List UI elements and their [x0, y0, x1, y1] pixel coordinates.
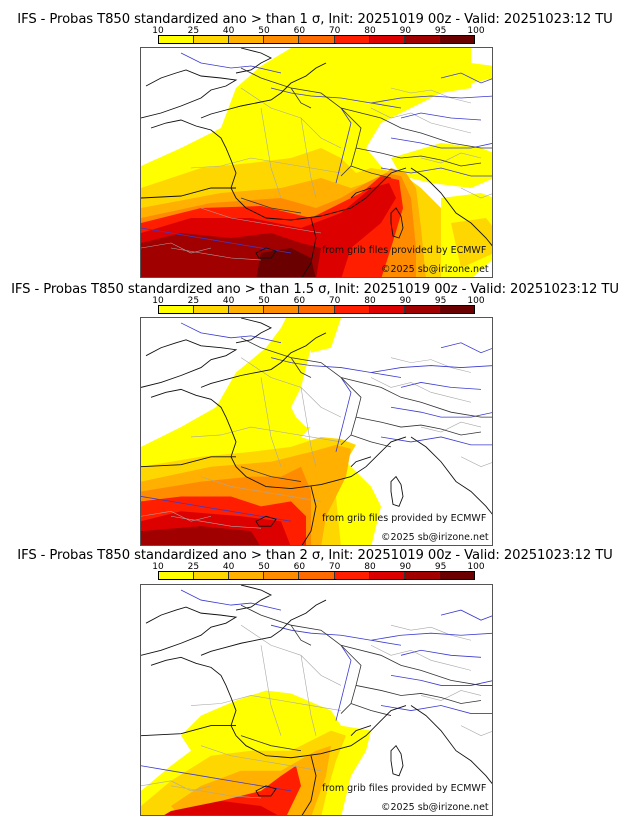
credit-source: from grib files provided by ECMWF	[322, 513, 487, 524]
colorbar-swatch	[159, 306, 195, 313]
colorbar	[158, 571, 475, 580]
colorbar-swatch	[194, 306, 230, 313]
colorbar-swatch	[404, 572, 440, 579]
colorbar-tick-label: 95	[434, 26, 447, 36]
coastline	[141, 585, 492, 815]
colorbar	[158, 305, 475, 314]
colorbar-tick-label: 70	[328, 296, 341, 306]
admin-boundaries	[141, 87, 492, 261]
probability-map	[140, 317, 493, 546]
colorbar-tick-label: 80	[364, 296, 376, 306]
colorbar-tick-label: 25	[187, 26, 200, 36]
map-canvas	[141, 318, 492, 545]
colorbar-swatch	[404, 36, 440, 43]
colorbar-swatch	[159, 36, 195, 43]
colorbar-swatch	[334, 306, 370, 313]
credit-source: from grib files provided by ECMWF	[322, 783, 487, 794]
panel-1sigma: IFS - Probas T850 standardized ano > tha…	[0, 0, 630, 280]
colorbar-tick-label: 100	[467, 26, 485, 36]
colorbar-swatch	[264, 36, 300, 43]
colorbar-tick-label: 50	[258, 562, 270, 572]
colorbar-swatch	[229, 306, 265, 313]
admin-boundaries	[141, 624, 492, 799]
colorbar-tick-label: 40	[222, 26, 235, 36]
probability-area	[451, 218, 492, 268]
credit-copyright: ©2025 sb@irizone.net	[381, 264, 489, 275]
colorbar-swatch	[439, 36, 474, 43]
colorbar-swatch	[369, 306, 405, 313]
colorbar-tick-label: 60	[293, 562, 306, 572]
colorbar-swatch	[194, 36, 230, 43]
colorbar-swatch	[229, 572, 265, 579]
colorbar-swatch	[264, 572, 300, 579]
colorbar-tick-label: 90	[399, 562, 412, 572]
admin-boundaries	[141, 357, 492, 529]
colorbar-tick-labels: 10 25 40 50 60 70 80 90 95 100	[152, 562, 484, 573]
probability-area	[164, 800, 278, 815]
map-canvas	[141, 48, 492, 277]
panel-1-5sigma: IFS - Probas T850 standardized ano > tha…	[0, 280, 630, 547]
probability-area	[306, 318, 341, 353]
probability-area	[141, 526, 260, 545]
colorbar-tick-labels: 10 25 40 50 60 70 80 90 95 100	[152, 26, 484, 37]
panel-2sigma: IFS - Probas T850 standardized ano > tha…	[0, 547, 630, 828]
colorbar-swatch	[404, 306, 440, 313]
colorbar-tick-label: 100	[467, 296, 485, 306]
colorbar-tick-labels: 10 25 40 50 60 70 80 90 95 100	[152, 296, 484, 307]
colorbar-tick-label: 90	[399, 26, 412, 36]
colorbar-tick-label: 10	[152, 26, 164, 36]
country-borders	[240, 337, 492, 482]
colorbar-swatch	[369, 36, 405, 43]
colorbar-tick-label: 40	[222, 562, 235, 572]
colorbar-tick-label: 60	[293, 26, 306, 36]
panel-title: IFS - Probas T850 standardized ano > tha…	[17, 548, 613, 563]
probability-map	[140, 47, 493, 278]
map-canvas	[141, 585, 492, 815]
colorbar-swatch	[299, 36, 335, 43]
colorbar-swatch	[369, 572, 405, 579]
colorbar-swatch	[194, 572, 230, 579]
coastline	[141, 318, 492, 545]
colorbar-tick-label: 60	[293, 296, 306, 306]
colorbar-tick-label: 80	[364, 562, 376, 572]
panel-title: IFS - Probas T850 standardized ano > tha…	[17, 12, 613, 27]
credit-copyright: ©2025 sb@irizone.net	[381, 802, 489, 813]
colorbar-swatch	[299, 572, 335, 579]
country-borders	[240, 604, 492, 752]
colorbar-tick-label: 25	[187, 296, 200, 306]
colorbar-swatch	[334, 572, 370, 579]
colorbar-tick-label: 100	[467, 562, 485, 572]
colorbar-tick-label: 10	[152, 562, 164, 572]
probability-map	[140, 584, 493, 816]
colorbar-tick-label: 10	[152, 296, 164, 306]
colorbar-tick-label: 25	[187, 562, 200, 572]
colorbar	[158, 35, 475, 44]
colorbar-tick-label: 95	[434, 562, 447, 572]
colorbar-swatch	[299, 306, 335, 313]
colorbar-swatch	[159, 572, 195, 579]
colorbar-swatch	[229, 36, 265, 43]
colorbar-swatch	[439, 572, 474, 579]
colorbar-tick-label: 95	[434, 296, 447, 306]
panel-title: IFS - Probas T850 standardized ano > tha…	[11, 282, 619, 297]
colorbar-swatch	[264, 306, 300, 313]
colorbar-swatch	[334, 36, 370, 43]
coastline	[141, 48, 492, 277]
colorbar-tick-label: 90	[399, 296, 412, 306]
colorbar-swatch	[439, 306, 474, 313]
probability-area	[386, 63, 492, 96]
colorbar-tick-label: 80	[364, 26, 376, 36]
colorbar-tick-label: 70	[328, 562, 341, 572]
colorbar-tick-label: 50	[258, 26, 270, 36]
probability-area	[256, 248, 316, 277]
colorbar-tick-label: 70	[328, 26, 341, 36]
credit-copyright: ©2025 sb@irizone.net	[381, 532, 489, 543]
colorbar-tick-label: 40	[222, 296, 235, 306]
credit-source: from grib files provided by ECMWF	[322, 245, 487, 256]
colorbar-tick-label: 50	[258, 296, 270, 306]
country-borders	[240, 67, 492, 214]
